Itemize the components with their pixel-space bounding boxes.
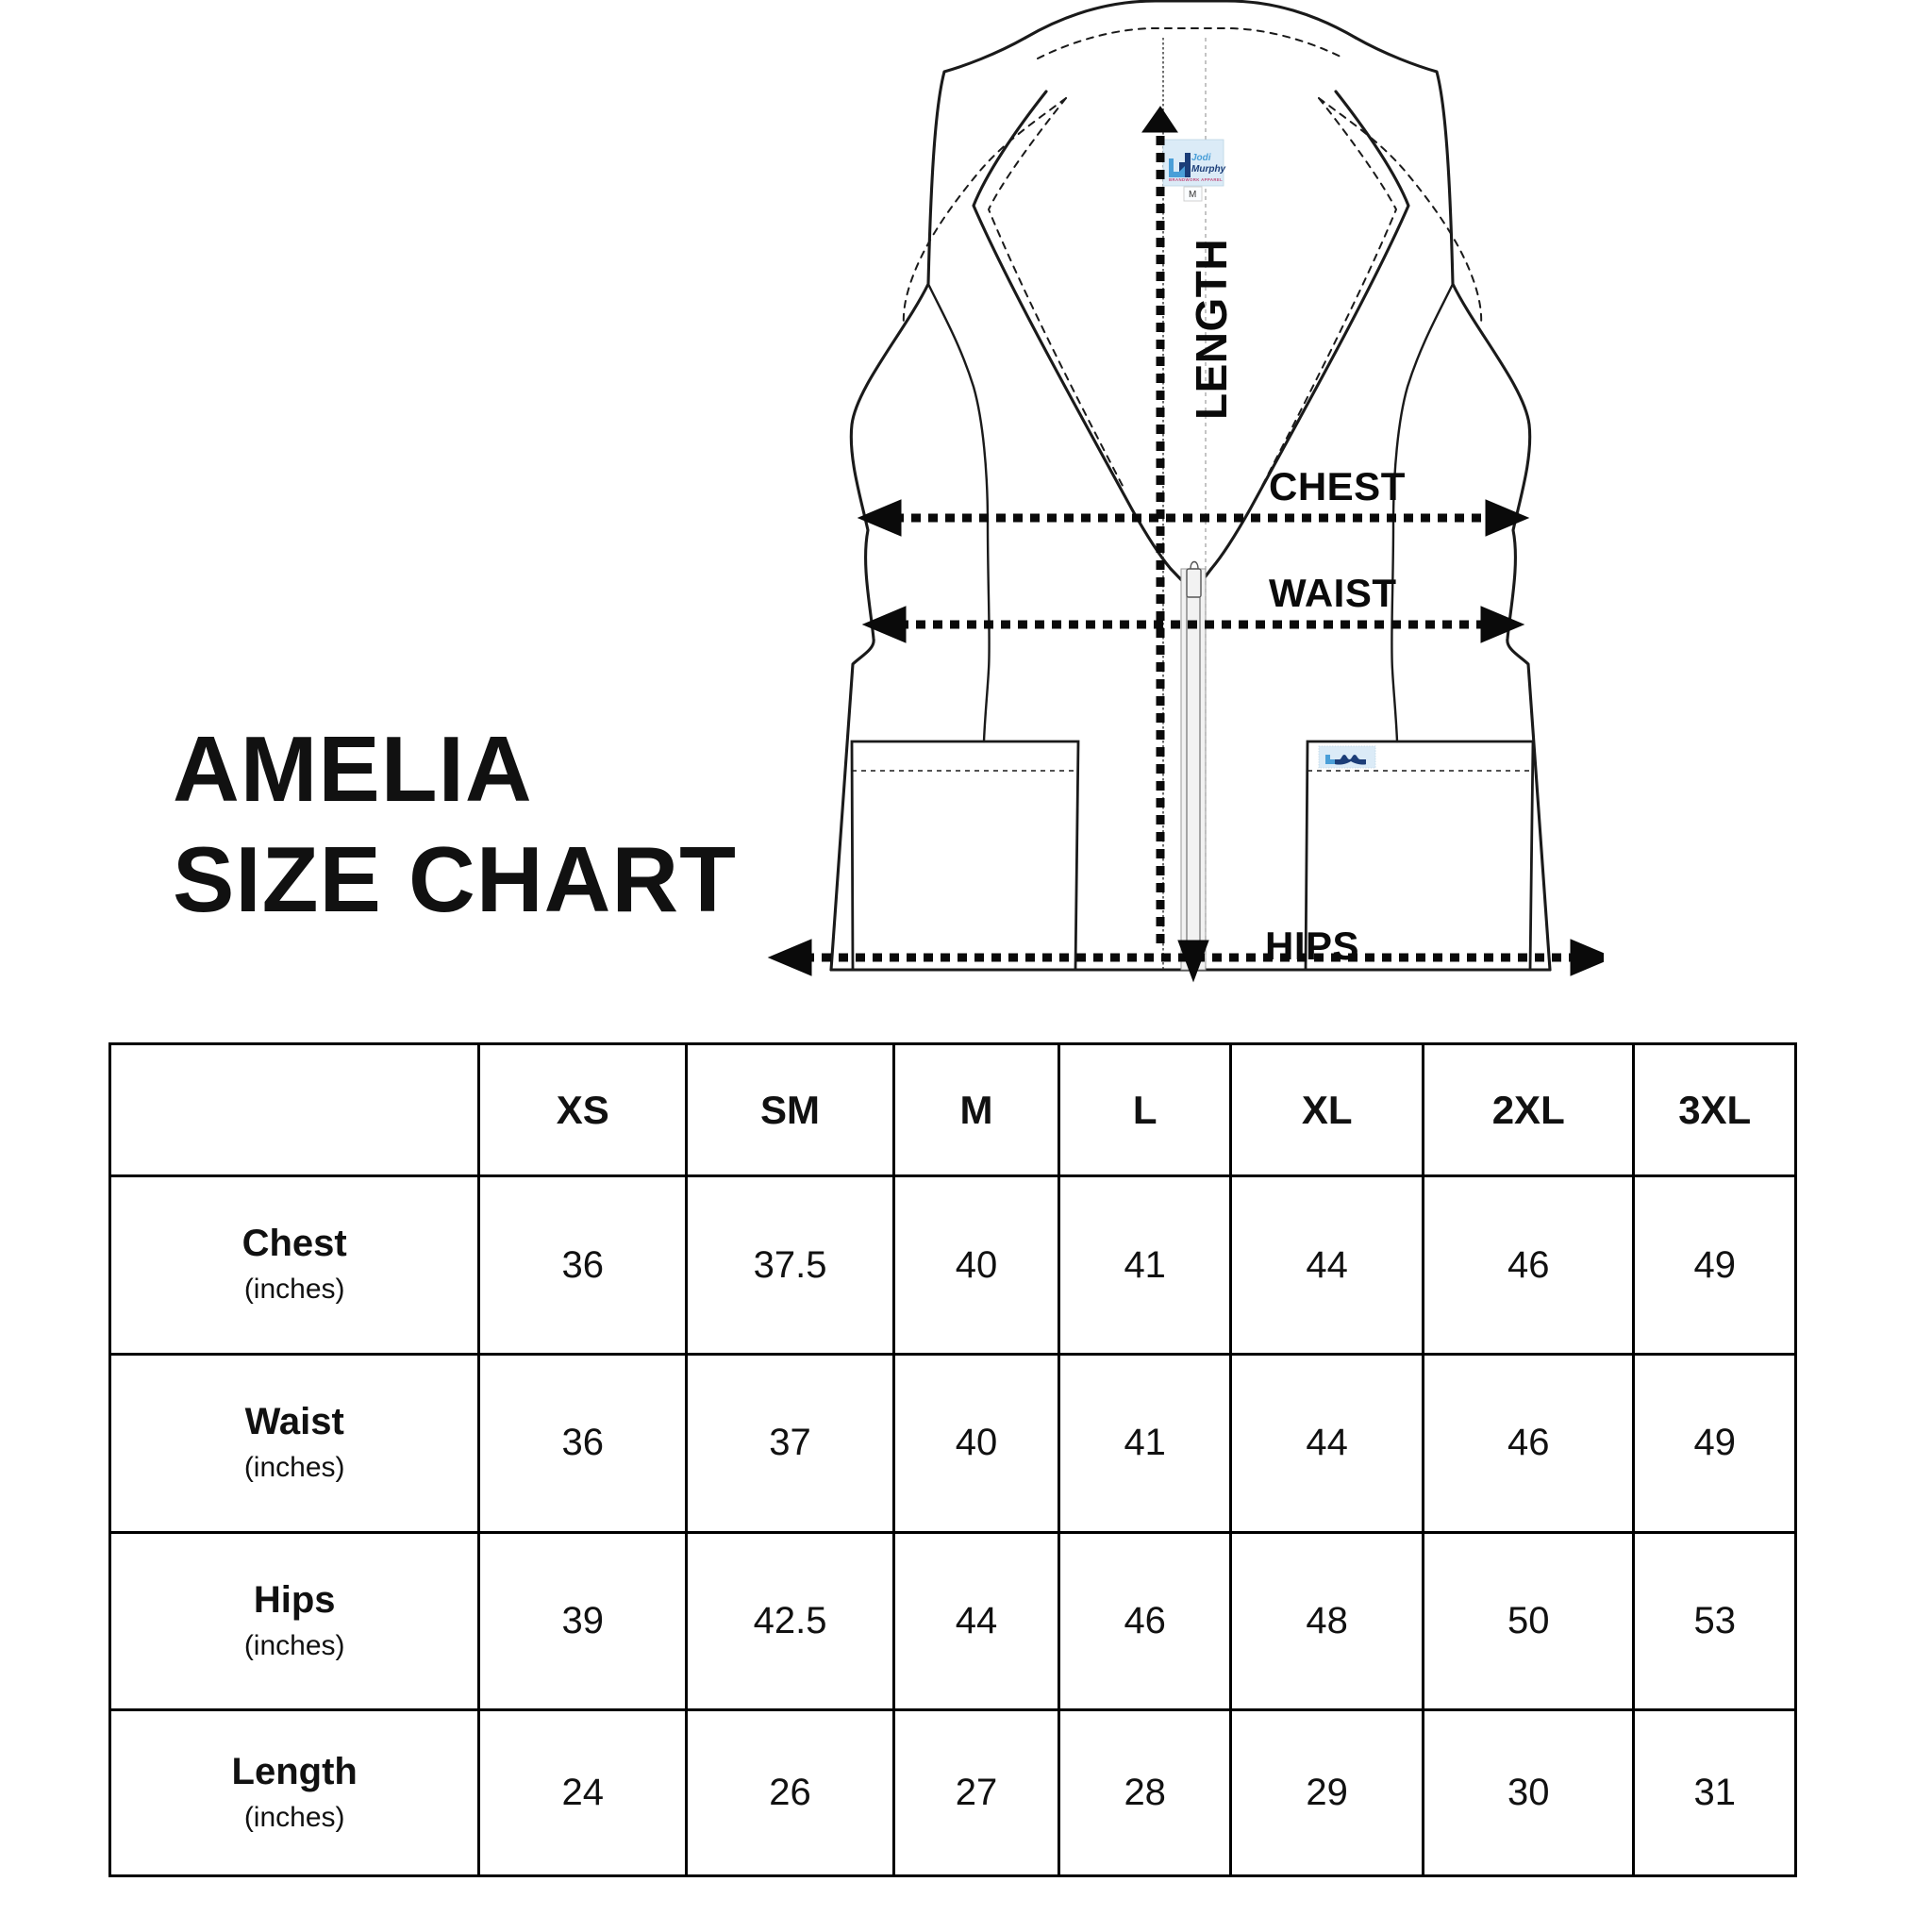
svg-text:Jodi: Jodi <box>1191 153 1211 163</box>
svg-text:M: M <box>1189 190 1196 200</box>
svg-text:HIPS: HIPS <box>1265 924 1359 968</box>
svg-text:BRANDWORK APPAREL: BRANDWORK APPAREL <box>1169 177 1223 182</box>
svg-text:LENGTH: LENGTH <box>1187 239 1236 420</box>
svg-text:Murphy: Murphy <box>1191 164 1226 175</box>
svg-text:WAIST: WAIST <box>1269 571 1397 615</box>
svg-text:CHEST: CHEST <box>1269 464 1406 508</box>
